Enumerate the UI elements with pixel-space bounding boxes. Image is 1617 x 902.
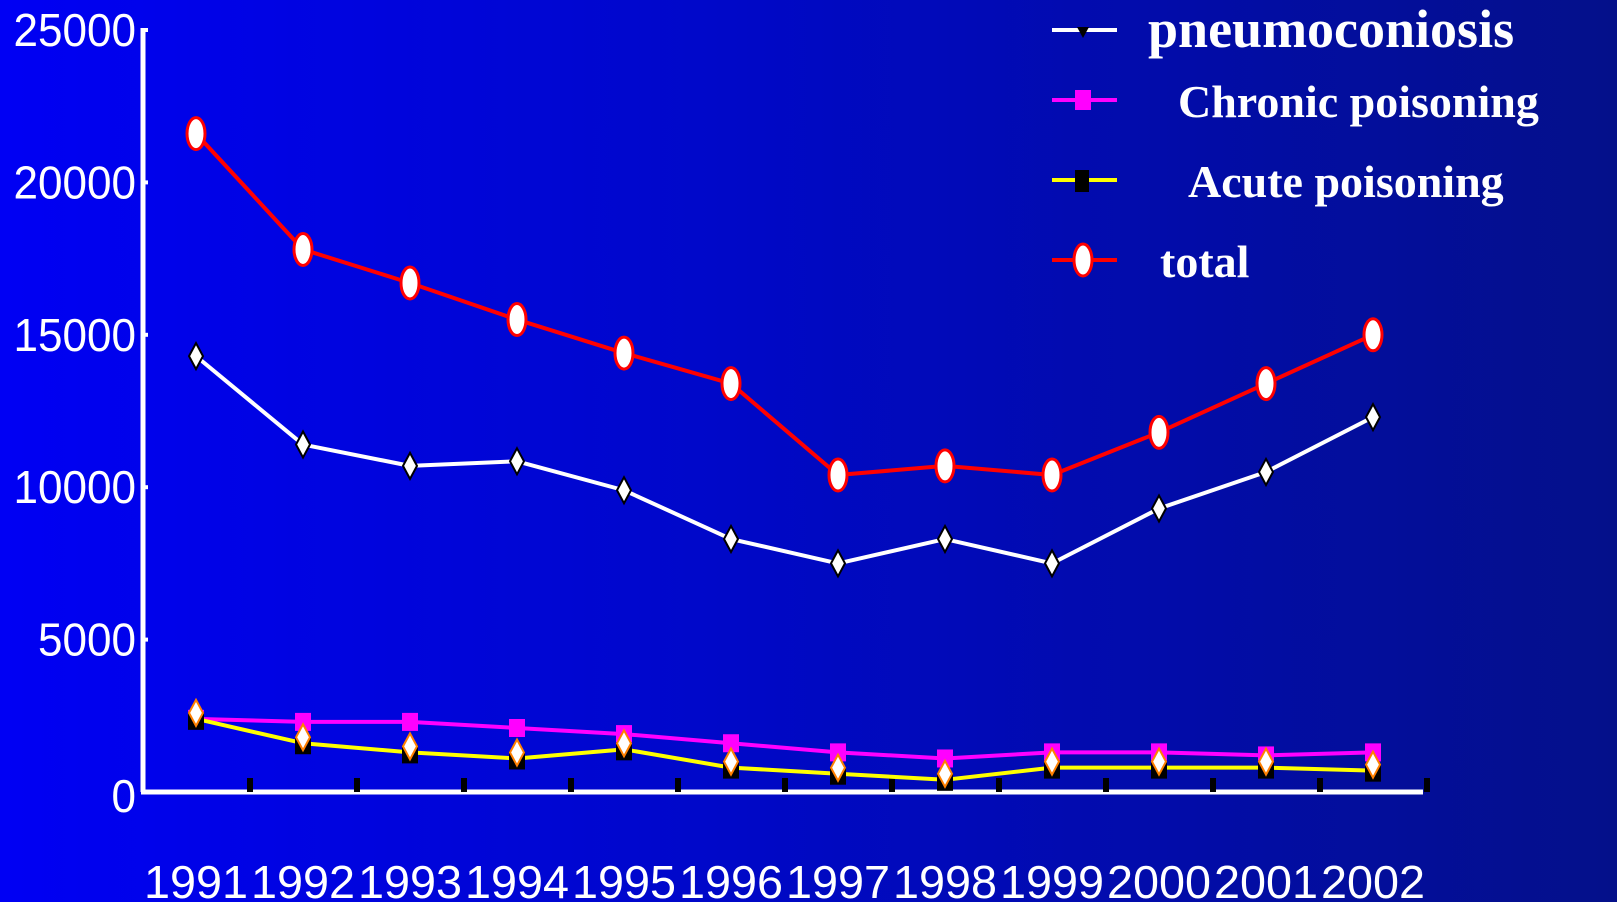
data-point (295, 712, 311, 731)
legend-label: Acute poisoning (1188, 156, 1504, 207)
data-point-overlay (294, 722, 312, 753)
series-line (194, 354, 1374, 566)
data-point (827, 457, 849, 493)
x-tick-label: 1998 (893, 856, 997, 902)
data-point (1362, 317, 1384, 353)
data-point (615, 475, 633, 506)
data-point-overlay (936, 758, 954, 789)
data-point-overlay (1364, 749, 1382, 780)
series-chronic-poisoning (188, 709, 1381, 768)
x-tick-label: 1996 (679, 856, 783, 902)
y-tick-label: 20000 (14, 156, 137, 208)
x-tick-label: 2001 (1214, 856, 1318, 902)
data-point-overlay (401, 731, 419, 762)
legend-item-pneumoconiosis: pneumoconiosis (1052, 0, 1514, 59)
data-point (1257, 456, 1275, 488)
legend: pneumoconiosis Chronic poisoning Acute poi… (1052, 0, 1539, 287)
data-point (1041, 457, 1063, 493)
x-tick-label: 1991 (144, 856, 248, 902)
series-total (185, 116, 1384, 493)
x-tick-label: 2002 (1321, 856, 1425, 902)
data-point (1255, 366, 1277, 402)
legend-swatch-marker (1075, 170, 1089, 192)
y-tick-label: 10000 (14, 461, 137, 513)
data-point (509, 718, 525, 737)
data-point (1150, 493, 1168, 524)
x-tick-label: 1999 (1000, 856, 1104, 902)
y-tick-label: 5000 (38, 614, 136, 666)
data-point-overlay (187, 697, 205, 728)
data-point (506, 302, 528, 338)
x-tick-label: 2000 (1107, 856, 1211, 902)
data-point (401, 450, 419, 481)
data-point-overlay (508, 737, 526, 768)
legend-label: Chronic poisoning (1178, 76, 1539, 127)
y-tick-label: 0 (112, 770, 137, 822)
data-point-overlay (1043, 746, 1061, 777)
y-ticks: 0 5000 10000 15000 20000 25000 (14, 4, 148, 822)
data-point (399, 265, 421, 301)
x-ticks: 1991 1992 1993 1994 1995 1996 1997 1998 1999 2000… (144, 778, 1430, 902)
data-point (613, 335, 635, 371)
legend-item-chronic-poisoning: Chronic poisoning (1052, 76, 1539, 127)
x-tick-label: 1993 (358, 856, 462, 902)
data-point-overlay (615, 728, 633, 759)
legend-item-total: total (1052, 236, 1249, 287)
axes (140, 28, 1423, 795)
data-point-overlay (1150, 746, 1168, 777)
data-point (937, 749, 953, 768)
x-tick-label: 1992 (251, 856, 355, 902)
series-line (195, 716, 1374, 761)
series-line (194, 132, 1374, 478)
legend-label: total (1160, 236, 1249, 287)
data-point (936, 523, 954, 555)
series-acute-poisoning (187, 697, 1382, 791)
data-point (722, 523, 740, 555)
data-point (1148, 414, 1170, 450)
data-point (402, 712, 418, 731)
data-point-overlay (722, 746, 740, 777)
legend-swatch-marker (1075, 90, 1091, 110)
y-tick-label: 25000 (14, 4, 137, 56)
legend-swatch-marker (1072, 242, 1094, 278)
x-tick-label: 1995 (572, 856, 676, 902)
data-point (720, 366, 742, 402)
data-point (829, 548, 847, 579)
x-tick-label: 1997 (786, 856, 890, 902)
legend-label: pneumoconiosis (1148, 0, 1514, 59)
data-point-overlay (829, 752, 847, 783)
series-pneumoconiosis (187, 341, 1382, 579)
data-point (934, 448, 956, 484)
y-tick-label: 15000 (14, 309, 137, 361)
x-tick-label: 1994 (465, 856, 569, 902)
data-point (185, 116, 207, 152)
data-point (830, 743, 846, 762)
legend-item-acute-poisoning: Acute poisoning (1052, 156, 1504, 207)
series-lines (185, 116, 1384, 791)
data-point (292, 231, 314, 267)
data-point-overlay (1257, 746, 1275, 777)
data-point (1043, 548, 1061, 579)
legend-swatch-marker (1077, 27, 1089, 38)
data-point (294, 429, 312, 460)
data-point (723, 734, 739, 753)
series-line (195, 716, 1374, 782)
data-point (187, 341, 205, 372)
data-point (508, 446, 526, 477)
data-point (1364, 401, 1382, 433)
